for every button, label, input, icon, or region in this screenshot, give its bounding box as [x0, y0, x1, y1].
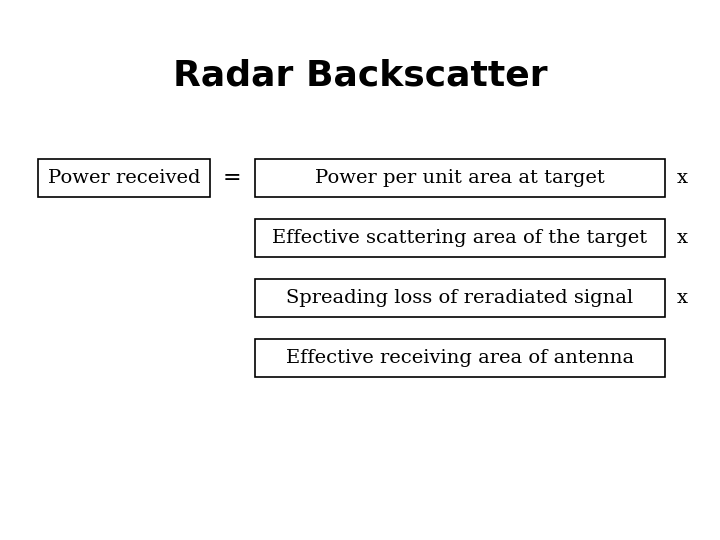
Text: x: x	[677, 169, 688, 187]
Text: Power received: Power received	[48, 169, 200, 187]
Text: Effective scattering area of the target: Effective scattering area of the target	[272, 229, 647, 247]
Bar	[255, 279, 665, 317]
Text: =: =	[222, 167, 241, 189]
Text: x: x	[677, 229, 688, 247]
Text: x: x	[677, 289, 688, 307]
Text: Spreading loss of reradiated signal: Spreading loss of reradiated signal	[287, 289, 634, 307]
Bar	[255, 219, 665, 257]
Text: Effective receiving area of antenna: Effective receiving area of antenna	[286, 349, 634, 367]
Bar	[38, 159, 210, 197]
Bar	[255, 159, 665, 197]
Text: Radar Backscatter: Radar Backscatter	[173, 58, 547, 92]
Text: Power per unit area at target: Power per unit area at target	[315, 169, 605, 187]
Bar	[255, 339, 665, 377]
